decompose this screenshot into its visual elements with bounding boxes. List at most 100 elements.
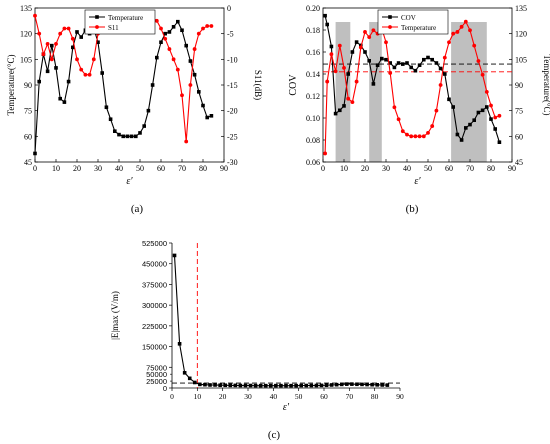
panel-a-x-tick-label: 80 xyxy=(199,164,207,173)
panel-a-temperature-data-point xyxy=(100,71,104,75)
panel-c-efield-data-point xyxy=(385,383,390,387)
panel-a-temperature-data-point xyxy=(108,117,113,122)
panel-b-x-tick-label: 60 xyxy=(445,164,453,173)
panel-b-cov-data-point xyxy=(380,56,384,61)
panel-c-efield-data-point xyxy=(289,383,293,388)
panel-c-efield-data-point xyxy=(279,383,283,388)
panel-b-cov-data-point xyxy=(443,72,447,76)
panel-a-temperature-data-point xyxy=(96,40,100,45)
panel-a-x-tick-label: 90 xyxy=(220,164,228,173)
panel-b-cov-data-point xyxy=(405,61,409,65)
panel-a-s11-data-point xyxy=(37,31,42,36)
panel-a-s11-data-point xyxy=(180,93,184,98)
panel-a-temperature-data-point xyxy=(62,100,67,104)
panel-b-shaded-region xyxy=(369,22,382,162)
panel-b-legend-swatch-marker xyxy=(388,25,392,29)
panel-b-x-axis-title: ε′ xyxy=(414,176,421,187)
panel-b-cov-data-point xyxy=(350,50,355,54)
panel-a-temperature-data-point xyxy=(176,19,180,24)
panel-b-temperature-data-point xyxy=(367,35,372,39)
panel-b-temperature-data-point xyxy=(484,89,489,94)
panel-b-shaded-region xyxy=(335,22,351,162)
panel-c-efield-data-point xyxy=(294,383,298,388)
panel-a-temperature-data-point xyxy=(146,108,151,113)
panel-b-temperature-data-point xyxy=(346,96,351,101)
panel-a-temperature-data-point xyxy=(117,132,121,137)
panel-c-x-tick-label: 80 xyxy=(371,392,379,401)
panel-a-s11-data-point xyxy=(196,31,201,36)
panel-c-efield-data-point xyxy=(329,383,334,387)
panel-b-temperature-data-point xyxy=(400,129,405,134)
panel-a-s11-data-point xyxy=(192,47,197,51)
panel-b-y-left-tick-label: 0.18 xyxy=(306,26,320,35)
panel-a-temperature-data-point xyxy=(79,35,83,39)
panel-c-x-tick-label: 50 xyxy=(295,392,303,401)
panel-b-cov-data-point xyxy=(323,13,327,18)
panel-b-chart: 0 10 20 30 40 50 60 70 80 90 0.06 0.08 0.10 0.12 0.14 0… xyxy=(288,4,550,187)
panel-c-y-tick-label: 375000 xyxy=(142,280,167,289)
panel-a-s11-data-point xyxy=(167,47,172,51)
panel-c-efield-data-point xyxy=(243,383,248,388)
panel-a-temperature-data-point xyxy=(205,115,209,120)
panel-c-efield-data-point xyxy=(177,342,182,346)
panel-b-temperature-data-point xyxy=(388,71,393,75)
panel-a-y-left-tick-label: 105 xyxy=(20,55,32,64)
panel-c-efield-data-point xyxy=(213,383,217,387)
panel-c-x-axis-title: ε′ xyxy=(283,402,290,413)
panel-b-legend-swatch-marker xyxy=(388,15,392,19)
panel-c-x-tick-label: 30 xyxy=(244,392,252,401)
panel-a-s11-data-point xyxy=(154,18,159,23)
panel-c-efield-data-point xyxy=(375,383,379,387)
panel-c-efield-data-point xyxy=(233,383,238,388)
panel-a-y-left-tick-label: 90 xyxy=(24,81,32,90)
panel-a-s11-data-point xyxy=(33,13,37,18)
panel-b-cov-data-point xyxy=(489,117,493,121)
panel-b-cov-data-point xyxy=(413,68,418,73)
panel-a-s11-data-point xyxy=(83,72,88,77)
panel-a-temperature-data-point xyxy=(171,25,176,29)
panel-b-cov-data-point xyxy=(338,108,342,113)
panel-a-temperature-data-point xyxy=(71,45,75,50)
panel-a-temperature-data-point xyxy=(121,134,125,139)
panel-b-temperature-data-point xyxy=(323,151,327,156)
panel-c-y-axis-title: |E|max (V/m) xyxy=(110,291,120,340)
panel-a-y-right-tick-label: -30 xyxy=(227,158,238,167)
panel-a-y-right-tick-label: -25 xyxy=(227,132,238,141)
panel-a-temperature-data-point xyxy=(113,129,117,133)
panel-b-temperature-data-point xyxy=(442,55,447,60)
panel-b-cov-data-point xyxy=(480,108,485,113)
panel-b-y-left-axis-title: COV xyxy=(288,74,299,96)
panel-b-cov-data-point xyxy=(430,57,434,62)
panel-c-efield-data-point xyxy=(228,383,233,388)
panel-c-efield-data-point xyxy=(198,382,202,387)
panel-c-efield-data-point xyxy=(263,383,268,388)
panel-b-y-right-tick-label: 60 xyxy=(515,132,523,141)
panel-a-legend-label: Temperature xyxy=(108,14,143,22)
panel-b-temperature-data-point xyxy=(358,45,363,50)
panel-a-x-tick-label: 40 xyxy=(115,164,123,173)
panel-c-efield-data-point xyxy=(350,382,354,386)
panel-b-x-tick-label: 0 xyxy=(321,164,325,173)
panel-b-cov-data-point xyxy=(472,118,476,122)
panel-b-temperature-data-point xyxy=(480,72,485,77)
panel-b-x-tick-label: 80 xyxy=(487,164,495,173)
panel-b-cov-data-point xyxy=(396,61,401,65)
panel-a-y-right-tick-label: -5 xyxy=(227,30,234,39)
panel-a-temperature-data-point xyxy=(188,59,193,63)
panel-a-legend-swatch-marker xyxy=(95,25,99,29)
panel-b-cov-data-point xyxy=(438,66,443,71)
panel-c-efield-data-point xyxy=(172,253,177,258)
panel-a-temperature-data-point xyxy=(201,103,205,108)
panel-a-x-tick-label: 50 xyxy=(136,164,144,173)
panel-b-cov-data-point xyxy=(409,65,413,70)
panel-c-efield-data-point xyxy=(365,382,369,387)
panel-b-y-left-tick-label: 0.08 xyxy=(306,136,320,145)
panel-a-temperature-data-point xyxy=(104,105,109,110)
panel-c-x-tick-label: 90 xyxy=(396,392,404,401)
panel-label-a: (a) xyxy=(131,203,144,215)
panel-b-y-left-tick-label: 0.12 xyxy=(306,92,320,101)
panel-a-temperature-data-point xyxy=(163,31,167,36)
panel-b-cov-data-point xyxy=(392,65,397,70)
panel-a-legend-box xyxy=(84,9,156,35)
panel-b-temperature-data-point xyxy=(350,100,355,105)
